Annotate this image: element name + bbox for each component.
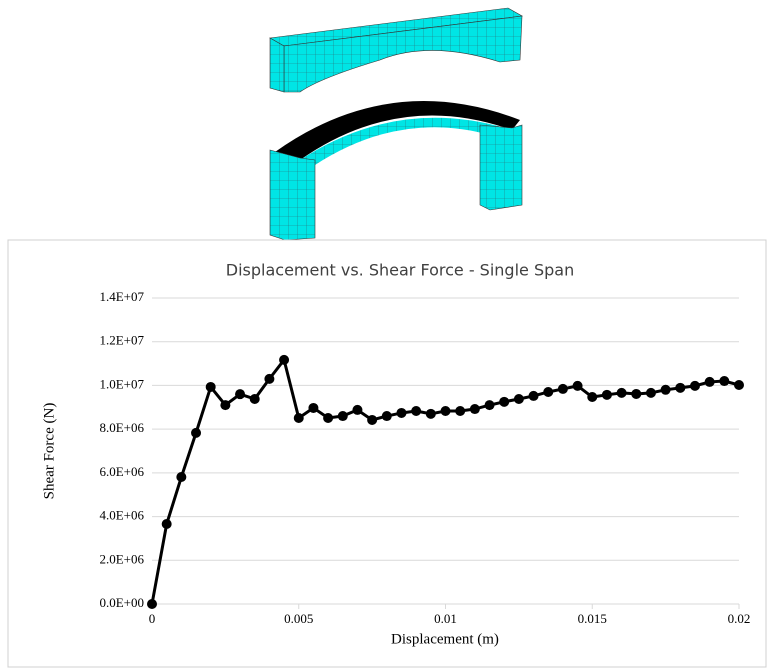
data-point bbox=[690, 381, 700, 391]
data-point bbox=[250, 394, 260, 404]
data-point bbox=[661, 385, 671, 395]
data-point bbox=[279, 355, 289, 365]
data-point bbox=[264, 374, 274, 384]
data-point bbox=[587, 392, 597, 402]
data-point bbox=[191, 428, 201, 438]
x-tick-label: 0.02 bbox=[728, 611, 751, 626]
y-tick-label: 1.2E+07 bbox=[99, 333, 144, 348]
data-point bbox=[176, 472, 186, 482]
data-point bbox=[719, 376, 729, 386]
data-point bbox=[206, 382, 216, 392]
y-axis-label: Shear Force (N) bbox=[41, 403, 57, 500]
data-point bbox=[382, 411, 392, 421]
data-point bbox=[455, 406, 465, 416]
data-point bbox=[558, 384, 568, 394]
data-point bbox=[529, 391, 539, 401]
x-tick-label: 0.005 bbox=[284, 611, 313, 626]
data-point bbox=[308, 403, 318, 413]
y-tick-label: 2.0E+06 bbox=[99, 551, 144, 566]
data-point bbox=[338, 411, 348, 421]
data-point bbox=[220, 400, 230, 410]
data-point bbox=[411, 406, 421, 416]
y-tick-label: 4.0E+06 bbox=[99, 508, 144, 523]
data-point bbox=[470, 404, 480, 414]
y-tick-label: 0.0E+00 bbox=[99, 595, 144, 610]
data-point bbox=[543, 387, 553, 397]
data-point bbox=[734, 380, 744, 390]
data-point bbox=[675, 383, 685, 393]
data-point bbox=[352, 405, 362, 415]
y-tick-label: 1.4E+07 bbox=[99, 289, 144, 304]
data-point bbox=[235, 389, 245, 399]
data-point bbox=[573, 381, 583, 391]
chart-title: Displacement vs. Shear Force - Single Sp… bbox=[226, 261, 574, 280]
data-point bbox=[426, 409, 436, 419]
data-point bbox=[705, 377, 715, 387]
x-tick-label: 0.015 bbox=[578, 611, 607, 626]
data-point bbox=[514, 394, 524, 404]
data-point bbox=[441, 406, 451, 416]
data-point bbox=[485, 400, 495, 410]
data-point bbox=[499, 397, 509, 407]
fe-model-illustration bbox=[270, 8, 522, 240]
data-point bbox=[602, 390, 612, 400]
x-tick-label: 0.01 bbox=[434, 611, 457, 626]
data-point bbox=[147, 599, 157, 609]
data-point bbox=[323, 413, 333, 423]
data-point bbox=[367, 415, 377, 425]
data-point bbox=[631, 389, 641, 399]
y-tick-label: 8.0E+06 bbox=[99, 420, 144, 435]
x-axis-label: Displacement (m) bbox=[391, 631, 499, 647]
data-point bbox=[617, 388, 627, 398]
data-point bbox=[646, 388, 656, 398]
page: Displacement vs. Shear Force - Single Sp… bbox=[0, 0, 767, 668]
y-tick-label: 1.0E+07 bbox=[99, 376, 144, 391]
data-point bbox=[294, 413, 304, 423]
data-point bbox=[162, 519, 172, 529]
data-point bbox=[396, 408, 406, 418]
y-tick-label: 6.0E+06 bbox=[99, 464, 144, 479]
x-tick-label: 0 bbox=[149, 611, 156, 626]
